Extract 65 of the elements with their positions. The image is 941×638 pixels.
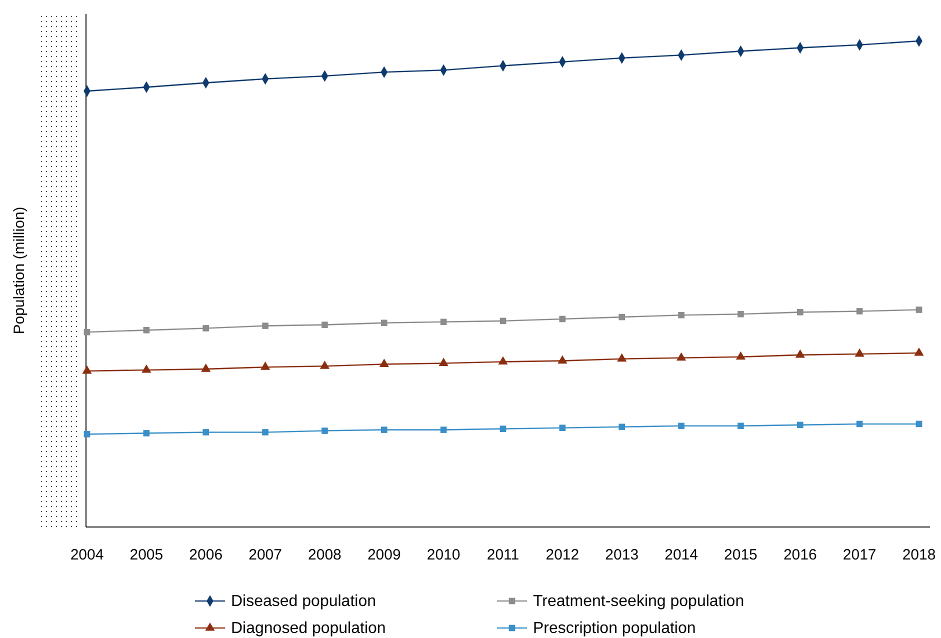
point	[559, 424, 566, 432]
x-tick-label: 2008	[308, 546, 342, 564]
point	[143, 430, 150, 436]
point	[379, 358, 389, 367]
x-tick-label: 2009	[367, 546, 401, 564]
point	[202, 429, 210, 436]
point	[380, 426, 388, 433]
point	[559, 316, 566, 322]
x-tick-label: 2004	[70, 546, 104, 564]
legend-label: Diseased population	[231, 593, 376, 610]
point	[916, 306, 922, 313]
x-tick-label: 2010	[426, 546, 460, 564]
point	[202, 325, 210, 332]
point	[618, 424, 626, 430]
legend-label: Diagnosed population	[231, 620, 386, 637]
point	[738, 310, 744, 318]
point	[856, 420, 863, 428]
point	[678, 312, 684, 318]
point	[796, 422, 804, 428]
point	[380, 320, 388, 326]
point	[440, 318, 447, 326]
point	[678, 422, 684, 430]
point	[322, 428, 328, 434]
x-tick-label: 2017	[842, 546, 876, 564]
point	[320, 360, 330, 369]
point	[84, 328, 90, 336]
point	[914, 347, 924, 356]
point	[796, 309, 804, 316]
point	[440, 426, 447, 433]
x-tick-label: 2005	[130, 546, 164, 564]
point	[736, 351, 746, 360]
x-tick-label: 2013	[605, 546, 639, 564]
point	[322, 322, 328, 328]
point	[618, 314, 626, 320]
point	[260, 362, 270, 370]
legend-label: Prescription population	[533, 620, 696, 637]
point	[262, 429, 268, 436]
point	[676, 352, 686, 361]
point	[142, 364, 152, 373]
point	[201, 364, 211, 372]
y-axis-title: Population (million)	[11, 206, 28, 334]
point	[795, 349, 805, 358]
x-tick-label: 2018	[902, 546, 936, 564]
point	[498, 356, 508, 365]
point	[500, 426, 506, 432]
x-tick-label: 2012	[546, 546, 580, 564]
point	[558, 355, 568, 364]
point	[854, 348, 864, 357]
point	[438, 358, 448, 366]
point	[738, 422, 744, 430]
x-tick-label: 2006	[189, 546, 223, 564]
point	[84, 431, 90, 438]
point	[856, 308, 863, 314]
point	[143, 327, 150, 334]
x-tick-label: 2016	[783, 546, 817, 564]
x-tick-label: 2007	[248, 546, 282, 564]
x-tick-label: 2011	[486, 546, 520, 564]
x-tick-label: 2014	[664, 546, 698, 564]
x-tick-label: 2015	[724, 546, 758, 564]
point	[82, 365, 92, 374]
point	[500, 318, 506, 324]
point	[262, 322, 268, 329]
point	[916, 420, 922, 428]
point	[617, 353, 627, 362]
legend-label: Treatment-seeking population	[533, 593, 744, 610]
